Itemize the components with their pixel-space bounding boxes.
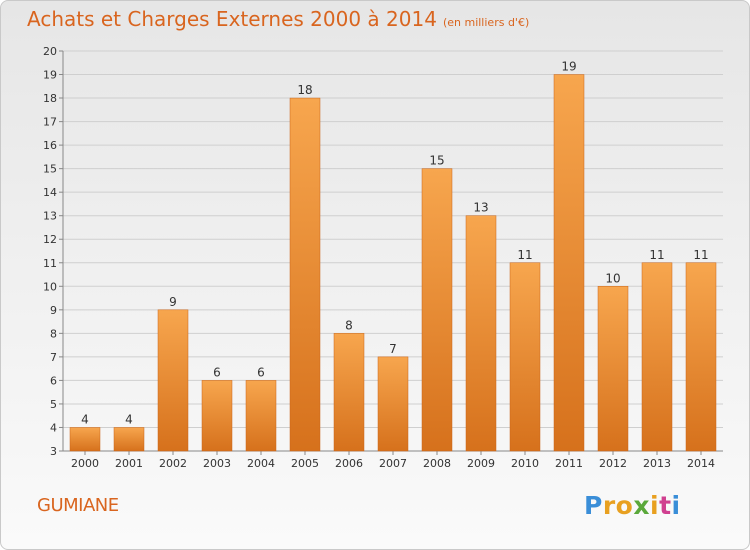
- y-tick-label: 4: [50, 421, 57, 434]
- y-tick-label: 7: [50, 351, 57, 364]
- x-tick-label: 2008: [423, 457, 451, 470]
- x-tick-label: 2004: [247, 457, 275, 470]
- bar-value-label: 13: [473, 201, 488, 215]
- bar-2012: [597, 286, 629, 452]
- y-tick-label: 3: [50, 445, 57, 458]
- chart-subtitle: (en milliers d'€): [442, 16, 530, 29]
- bar-value-label: 15: [429, 154, 444, 168]
- bar-2010: [509, 262, 541, 452]
- y-tick-label: 12: [43, 233, 57, 246]
- bar-value-label: 6: [213, 365, 221, 379]
- bar-value-label: 4: [81, 412, 89, 426]
- bar-value-label: 8: [345, 318, 353, 332]
- chart-title: Achats et Charges Externes 2000 à 2014 (e…: [27, 7, 529, 31]
- bar-2014: [685, 262, 717, 452]
- bar-2003: [201, 380, 233, 452]
- y-tick-label: 15: [43, 163, 57, 176]
- bar-value-label: 11: [693, 248, 708, 262]
- y-tick-label: 13: [43, 210, 57, 223]
- y-tick-label: 16: [43, 139, 57, 152]
- bar-2000: [69, 427, 101, 452]
- x-tick-label: 2011: [555, 457, 583, 470]
- bar-2004: [245, 380, 277, 452]
- bar-value-label: 19: [561, 60, 576, 74]
- bar-2007: [377, 356, 409, 452]
- y-tick-label: 14: [43, 186, 57, 199]
- y-tick-label: 9: [50, 304, 57, 317]
- y-tick-label: 5: [50, 398, 57, 411]
- x-tick-label: 2005: [291, 457, 319, 470]
- x-tick-label: 2002: [159, 457, 187, 470]
- x-tick-label: 2007: [379, 457, 407, 470]
- bar-value-label: 6: [257, 365, 265, 379]
- x-tick-label: 2012: [599, 457, 627, 470]
- bar-value-label: 18: [297, 83, 312, 97]
- x-tick-label: 2001: [115, 457, 143, 470]
- x-tick-label: 2013: [643, 457, 671, 470]
- y-tick-label: 20: [43, 45, 57, 58]
- x-tick-label: 2006: [335, 457, 363, 470]
- x-tick-label: 2014: [687, 457, 715, 470]
- commune-name: GUMIANE: [37, 495, 119, 516]
- y-tick-label: 17: [43, 116, 57, 129]
- x-tick-label: 2009: [467, 457, 495, 470]
- y-tick-label: 8: [50, 327, 57, 340]
- bar-2008: [421, 168, 453, 452]
- bar-2013: [641, 262, 673, 452]
- x-tick-label: 2010: [511, 457, 539, 470]
- x-tick-label: 2003: [203, 457, 231, 470]
- bar-2009: [465, 215, 497, 452]
- y-tick-label: 11: [43, 257, 57, 270]
- y-tick-label: 6: [50, 374, 57, 387]
- bar-value-label: 4: [125, 412, 133, 426]
- bar-value-label: 9: [169, 295, 177, 309]
- chart-title-text: Achats et Charges Externes 2000 à 2014: [27, 7, 437, 31]
- y-tick-label: 19: [43, 69, 57, 82]
- bar-value-label: 10: [605, 271, 620, 285]
- bar-2002: [157, 309, 189, 452]
- bar-2005: [289, 97, 321, 452]
- bar-value-label: 7: [389, 342, 397, 356]
- bar-value-label: 11: [517, 248, 532, 262]
- y-tick-label: 18: [43, 92, 57, 105]
- proxiti-logo[interactable]: Proxiti: [584, 491, 681, 520]
- bar-value-label: 11: [649, 248, 664, 262]
- bar-2011: [553, 74, 585, 452]
- y-tick-label: 10: [43, 280, 57, 293]
- bar-2006: [333, 333, 365, 452]
- x-tick-label: 2000: [71, 457, 99, 470]
- bar-2001: [113, 427, 145, 452]
